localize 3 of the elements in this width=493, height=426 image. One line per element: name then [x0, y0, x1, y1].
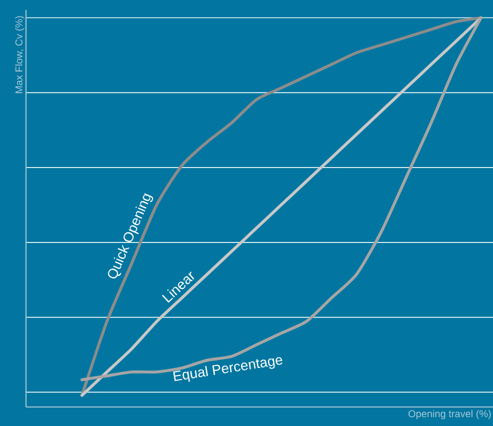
x-axis-title: Opening travel (%) [408, 410, 491, 420]
y-axis-title: Max Flow, Cv (%) [15, 16, 24, 94]
text: Equal Percentage [173, 357, 282, 382]
